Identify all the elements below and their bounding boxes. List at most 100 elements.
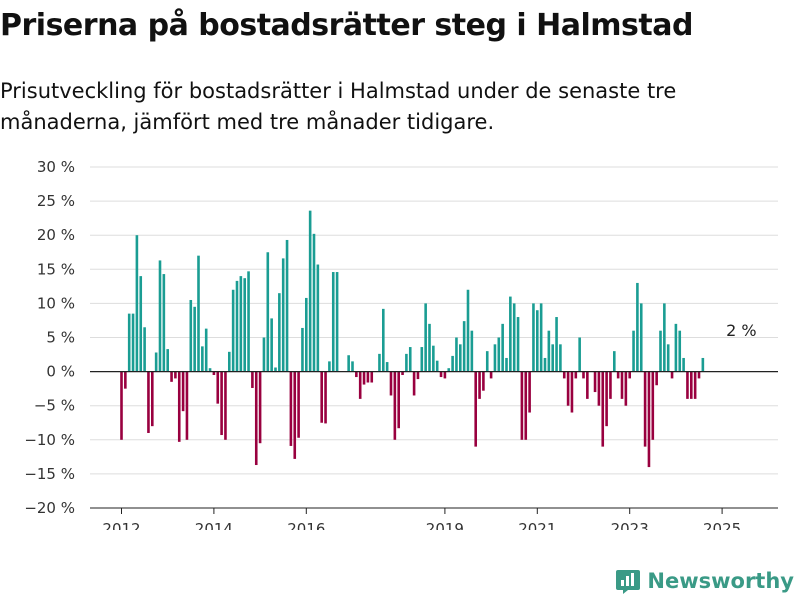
x-tick-label: 2012	[102, 520, 140, 530]
bar	[639, 303, 643, 372]
brand-logo: Newsworthy	[615, 568, 794, 594]
bar	[462, 321, 466, 372]
bar	[162, 274, 166, 372]
bar	[697, 371, 701, 379]
bar	[297, 371, 300, 438]
bar	[643, 371, 647, 447]
bar	[659, 330, 662, 372]
bar-chart: 30 % 25 % 20 % 15 % 10 % 5 % 0 % −5 % −10 % −15 %…	[24, 158, 778, 530]
bar	[470, 330, 474, 372]
bar	[312, 233, 316, 372]
bar	[524, 371, 528, 440]
bar	[666, 344, 670, 372]
bar	[574, 371, 578, 379]
bar	[466, 289, 470, 372]
bar	[185, 371, 189, 440]
bar	[362, 371, 366, 385]
bar	[435, 360, 439, 372]
bar	[278, 293, 281, 372]
bar	[135, 235, 139, 372]
bar	[489, 371, 493, 379]
bar	[228, 351, 231, 372]
bar	[651, 371, 655, 440]
bar	[412, 371, 416, 396]
bar	[562, 371, 566, 379]
bar	[328, 361, 331, 372]
bar	[351, 361, 354, 372]
bar	[443, 371, 447, 379]
y-axis-labels: 30 % 25 % 20 % 15 % 10 % 5 % 0 % −5 % −10 % −15 %…	[24, 158, 75, 517]
bar	[593, 371, 597, 393]
bar	[266, 252, 270, 372]
bar	[536, 310, 539, 372]
bar	[124, 371, 127, 389]
bar	[509, 296, 512, 372]
bar	[693, 371, 697, 399]
bar	[293, 371, 297, 459]
bar	[355, 371, 358, 378]
bar	[432, 345, 435, 372]
bar	[254, 371, 258, 466]
bar	[170, 371, 173, 382]
y-tick-label: 25 %	[37, 192, 75, 210]
bar	[447, 368, 451, 372]
bar	[320, 371, 323, 423]
bar	[636, 282, 639, 372]
bar	[686, 371, 689, 399]
bar	[605, 371, 608, 427]
bar	[285, 239, 289, 372]
bar	[177, 371, 181, 442]
bar	[701, 357, 705, 372]
bar	[158, 260, 162, 372]
bar	[555, 317, 558, 372]
bar	[674, 323, 678, 372]
bar	[301, 327, 304, 372]
bar	[366, 371, 370, 383]
bar	[397, 371, 400, 429]
bar	[331, 272, 335, 372]
bar	[139, 276, 143, 372]
bar	[512, 303, 516, 372]
bar	[370, 371, 374, 383]
y-tick-label: 5 %	[46, 329, 75, 347]
bar	[497, 337, 501, 372]
bar	[231, 289, 235, 372]
bar	[193, 306, 196, 372]
x-tick-label: 2021	[518, 520, 556, 530]
bar	[578, 337, 581, 372]
bar	[235, 280, 239, 372]
bar	[274, 367, 277, 372]
bar	[501, 323, 504, 372]
bar	[243, 278, 246, 372]
newsworthy-logo-icon	[616, 570, 641, 594]
x-tick-label: 2025	[703, 520, 741, 530]
bar	[455, 337, 458, 372]
bar	[197, 255, 200, 372]
bar	[239, 276, 243, 372]
bar	[543, 357, 547, 372]
bar	[258, 371, 262, 444]
y-tick-label: −15 %	[24, 465, 75, 483]
y-tick-label: −5 %	[34, 397, 75, 415]
bar	[127, 313, 131, 372]
bar	[147, 371, 150, 433]
y-tick-label: 30 %	[37, 158, 75, 176]
bar	[493, 344, 497, 372]
bar	[151, 371, 154, 427]
bar	[586, 371, 589, 399]
bar	[347, 355, 350, 372]
bar	[335, 272, 339, 372]
bar	[131, 313, 135, 372]
bar	[682, 357, 685, 372]
bar	[428, 323, 431, 372]
bar	[408, 347, 412, 372]
bar	[459, 344, 462, 372]
bar	[485, 351, 489, 372]
bar	[120, 371, 123, 440]
bar	[451, 355, 454, 372]
bar	[528, 371, 531, 413]
bar	[655, 371, 658, 386]
bar	[647, 371, 651, 468]
x-tick-label: 2016	[287, 520, 325, 530]
bar	[181, 371, 185, 412]
